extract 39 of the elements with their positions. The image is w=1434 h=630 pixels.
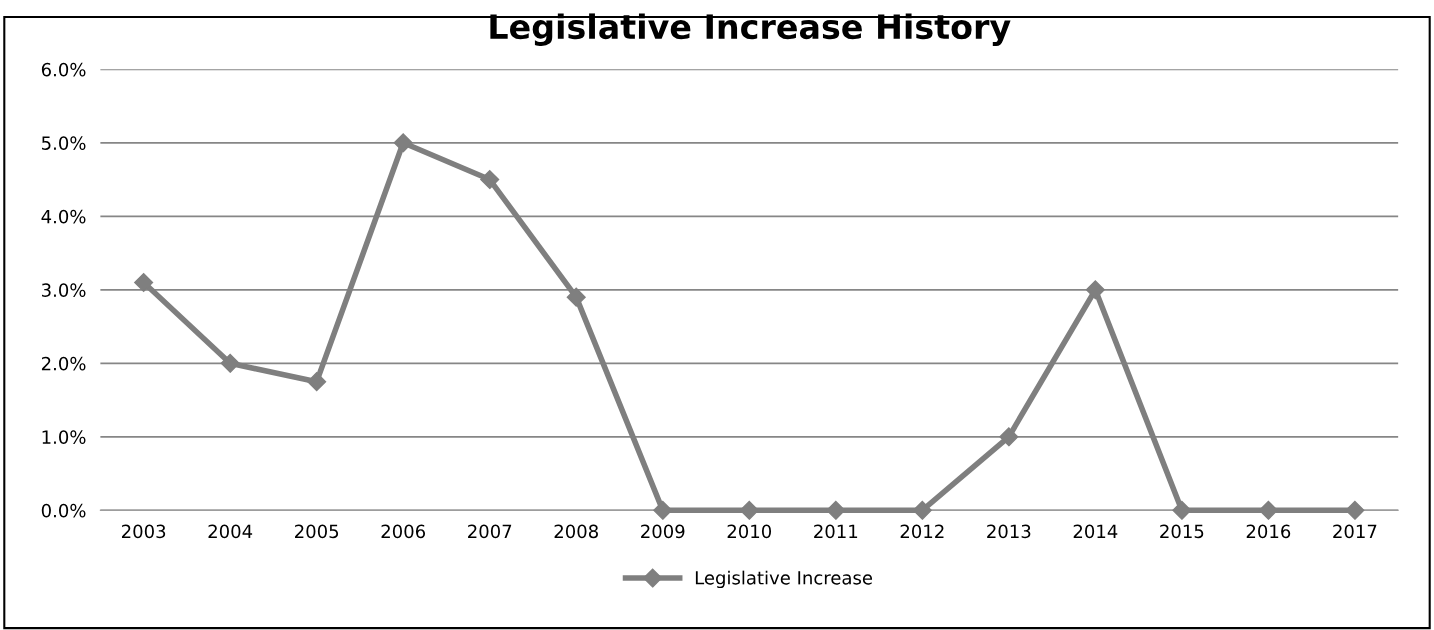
x-tick-label: 2008 [554,524,598,539]
point [307,372,327,392]
point [912,500,932,520]
y-tick-label: 6.0% [41,62,86,77]
point [1258,500,1278,520]
x-tick-label: 2005 [295,524,339,539]
x-tick-label: 2011 [814,524,858,539]
x-tick-label: 2003 [121,524,166,539]
point [220,353,240,373]
x-tick-label: 2009 [641,524,685,539]
point [653,500,673,520]
y-tick-label: 0.0% [41,503,86,518]
x-tick-label: 2015 [1160,524,1204,539]
x-tick-label: 2012 [900,524,944,539]
legend-label: Legislative Increase [695,570,873,589]
y-tick-label: 4.0% [41,209,86,224]
x-tick-label: 2007 [468,524,512,539]
y-tick-label: 1.0% [42,430,86,444]
x-tick-label: 2004 [208,524,253,539]
point [480,170,500,190]
point [1172,500,1192,520]
point [739,500,759,520]
y-tick-label: 5.0% [42,136,86,150]
x-tick-label: 2010 [727,524,772,539]
x-tick-label: 2013 [987,524,1031,539]
chart-title: Legislative Increase History [490,13,1011,46]
point [393,133,413,153]
x-tick-label: 2014 [1073,524,1118,539]
point [1085,280,1105,300]
y-tick-label: 3.0% [42,283,86,297]
point [566,287,586,307]
y-tick-label: 2.0% [41,356,86,371]
point [1345,500,1365,520]
point [826,500,846,520]
point [134,272,154,292]
x-tick-label: 2016 [1246,524,1291,539]
x-tick-label: 2006 [381,524,426,539]
x-tick-label: 2017 [1333,524,1377,539]
point [999,427,1019,447]
